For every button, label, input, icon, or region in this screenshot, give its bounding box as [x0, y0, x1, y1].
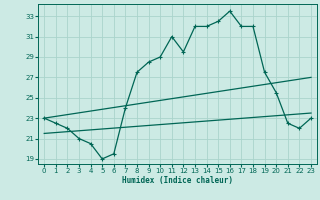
X-axis label: Humidex (Indice chaleur): Humidex (Indice chaleur) — [122, 176, 233, 185]
